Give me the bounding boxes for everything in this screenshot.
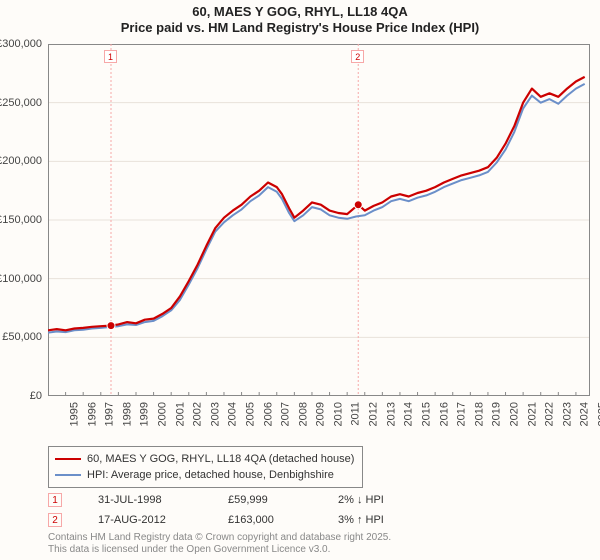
legend-swatch xyxy=(55,474,81,476)
x-tick-label: 2007 xyxy=(280,402,292,426)
x-tick-label: 2001 xyxy=(174,402,186,426)
x-tick-label: 2020 xyxy=(508,402,520,426)
x-tick-label: 2005 xyxy=(244,402,256,426)
title-block: 60, MAES Y GOG, RHYL, LL18 4QA Price pai… xyxy=(0,0,600,37)
marker-diff: 3% ↑ HPI xyxy=(338,514,438,526)
legend-row: HPI: Average price, detached house, Denb… xyxy=(55,467,354,483)
x-tick-label: 2012 xyxy=(368,402,380,426)
marker-table-row: 1 31-JUL-1998£59,9992% ↓ HPI xyxy=(48,490,438,510)
footer-note: Contains HM Land Registry data © Crown c… xyxy=(48,532,391,556)
x-tick-label: 2014 xyxy=(403,402,415,426)
markers-table: 1 31-JUL-1998£59,9992% ↓ HPI 2 17-AUG-2012£… xyxy=(48,490,438,530)
x-tick-label: 2025 xyxy=(596,402,600,426)
x-tick-label: 2000 xyxy=(156,402,168,426)
y-tick-label: £0 xyxy=(30,390,42,402)
x-tick-label: 2006 xyxy=(262,402,274,426)
footer-line-2: This data is licensed under the Open Gov… xyxy=(48,544,391,556)
x-tick-label: 2017 xyxy=(456,402,468,426)
y-tick-label: £200,000 xyxy=(0,155,42,167)
x-tick-label: 2022 xyxy=(544,402,556,426)
legend-box: 60, MAES Y GOG, RHYL, LL18 4QA (detached… xyxy=(48,446,363,488)
y-tick-label: £250,000 xyxy=(0,97,42,109)
marker-price: £163,000 xyxy=(228,514,338,526)
marker-badge: 1 xyxy=(48,493,62,507)
x-tick-label: 2021 xyxy=(526,402,538,426)
y-tick-label: £100,000 xyxy=(0,273,42,285)
chart-marker-badge: 1 xyxy=(104,50,117,63)
x-tick-label: 2016 xyxy=(438,402,450,426)
x-tick-label: 2002 xyxy=(192,402,204,426)
x-tick-label: 2024 xyxy=(579,402,591,426)
x-tick-label: 2015 xyxy=(420,402,432,426)
x-tick-label: 2023 xyxy=(561,402,573,426)
title-line-1: 60, MAES Y GOG, RHYL, LL18 4QA xyxy=(0,4,600,20)
footer-line-1: Contains HM Land Registry data © Crown c… xyxy=(48,532,391,544)
marker-diff: 2% ↓ HPI xyxy=(338,494,438,506)
x-tick-label: 2018 xyxy=(473,402,485,426)
y-tick-label: £150,000 xyxy=(0,214,42,226)
legend-swatch xyxy=(55,458,81,460)
x-tick-label: 2009 xyxy=(315,402,327,426)
x-tick-label: 2008 xyxy=(297,402,309,426)
x-tick-label: 1995 xyxy=(68,402,80,426)
x-tick-label: 2019 xyxy=(491,402,503,426)
chart-area: £0£50,000£100,000£150,000£200,000£250,00… xyxy=(48,44,590,396)
x-tick-label: 2013 xyxy=(385,402,397,426)
chart-container: 60, MAES Y GOG, RHYL, LL18 4QA Price pai… xyxy=(0,0,600,560)
x-tick-label: 1997 xyxy=(104,402,116,426)
marker-table-row: 2 17-AUG-2012£163,0003% ↑ HPI xyxy=(48,510,438,530)
x-tick-label: 1999 xyxy=(139,402,151,426)
marker-price: £59,999 xyxy=(228,494,338,506)
y-tick-label: £50,000 xyxy=(2,331,42,343)
plot-svg xyxy=(48,44,590,396)
marker-badge: 2 xyxy=(48,513,62,527)
x-tick-label: 1998 xyxy=(121,402,133,426)
x-tick-label: 2011 xyxy=(349,402,361,426)
legend-row: 60, MAES Y GOG, RHYL, LL18 4QA (detached… xyxy=(55,451,354,467)
x-tick-label: 1996 xyxy=(86,402,98,426)
legend-label: HPI: Average price, detached house, Denb… xyxy=(87,469,334,481)
x-tick-label: 2004 xyxy=(227,402,239,426)
x-tick-label: 2010 xyxy=(332,402,344,426)
title-line-2: Price paid vs. HM Land Registry's House … xyxy=(0,20,600,36)
chart-marker-badge: 2 xyxy=(351,50,364,63)
y-tick-label: £300,000 xyxy=(0,38,42,50)
marker-date: 31-JUL-1998 xyxy=(98,494,228,506)
x-tick-label: 2003 xyxy=(209,402,221,426)
marker-date: 17-AUG-2012 xyxy=(98,514,228,526)
legend-label: 60, MAES Y GOG, RHYL, LL18 4QA (detached… xyxy=(87,453,354,465)
